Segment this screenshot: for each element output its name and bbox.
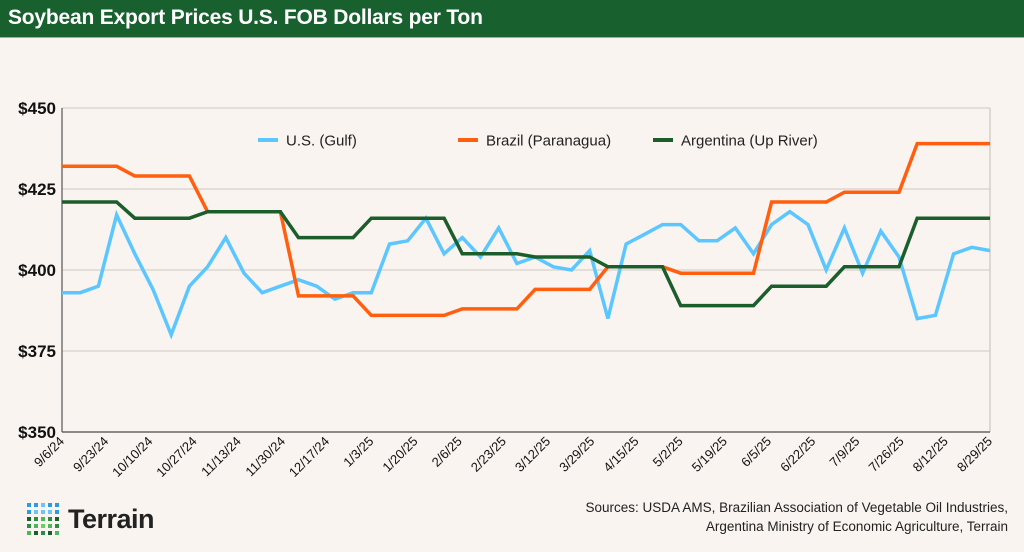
x-tick-label: 11/13/24 xyxy=(198,434,244,480)
x-tick-label: 3/29/25 xyxy=(556,434,597,475)
y-tick-label: $425 xyxy=(18,180,56,199)
x-tick-label: 5/19/25 xyxy=(689,434,730,475)
x-tick-label: 2/23/25 xyxy=(468,434,509,475)
x-tick-label: 1/20/25 xyxy=(379,434,420,475)
y-tick-label: $450 xyxy=(18,99,56,118)
logo-grid-icon xyxy=(27,503,59,535)
x-tick-label: 2/6/25 xyxy=(429,434,465,470)
x-tick-label: 6/5/25 xyxy=(738,434,774,470)
x-tick-label: 8/12/25 xyxy=(910,434,951,475)
sources-line-2: Argentina Ministry of Economic Agricultu… xyxy=(705,519,1008,534)
y-tick-label: $350 xyxy=(18,423,56,442)
y-tick-label: $375 xyxy=(18,342,56,361)
x-tick-label: 8/29/25 xyxy=(954,434,995,475)
x-tick-label: 1/3/25 xyxy=(340,434,376,470)
legend-label: U.S. (Gulf) xyxy=(286,133,357,150)
chart-title: Soybean Export Prices U.S. FOB Dollars p… xyxy=(8,6,483,29)
legend-label: Argentina (Up River) xyxy=(681,133,818,150)
x-tick-label: 6/22/25 xyxy=(777,434,818,475)
x-tick-label: 7/26/25 xyxy=(865,434,906,475)
logo-text: Terrain xyxy=(68,503,155,534)
x-tick-label: 4/15/25 xyxy=(600,434,641,475)
sources-note: Sources: USDA AMS, Brazilian Association… xyxy=(586,498,1008,536)
y-tick-label: $400 xyxy=(18,261,56,280)
x-tick-label: 11/30/24 xyxy=(242,434,288,480)
x-tick-label: 5/2/25 xyxy=(650,434,686,470)
x-tick-label: 9/23/24 xyxy=(70,434,111,475)
series-line-u-s-gulf xyxy=(62,209,991,340)
sources-line-1: Sources: USDA AMS, Brazilian Association… xyxy=(585,500,1008,515)
terrain-logo: Terrain xyxy=(27,503,155,535)
x-tick-label: 3/12/25 xyxy=(512,434,553,475)
x-tick-label: 10/27/24 xyxy=(153,434,199,480)
x-tick-label: 12/17/24 xyxy=(286,434,332,480)
legend-label: Brazil (Paranagua) xyxy=(486,133,611,150)
x-tick-label: 10/10/24 xyxy=(109,434,155,480)
series-line-argentina-up-river xyxy=(62,200,990,308)
x-tick-label: 7/9/25 xyxy=(826,434,862,470)
title-bar: Soybean Export Prices U.S. FOB Dollars p… xyxy=(0,0,1024,38)
series-line-brazil-paranagua xyxy=(62,141,990,318)
